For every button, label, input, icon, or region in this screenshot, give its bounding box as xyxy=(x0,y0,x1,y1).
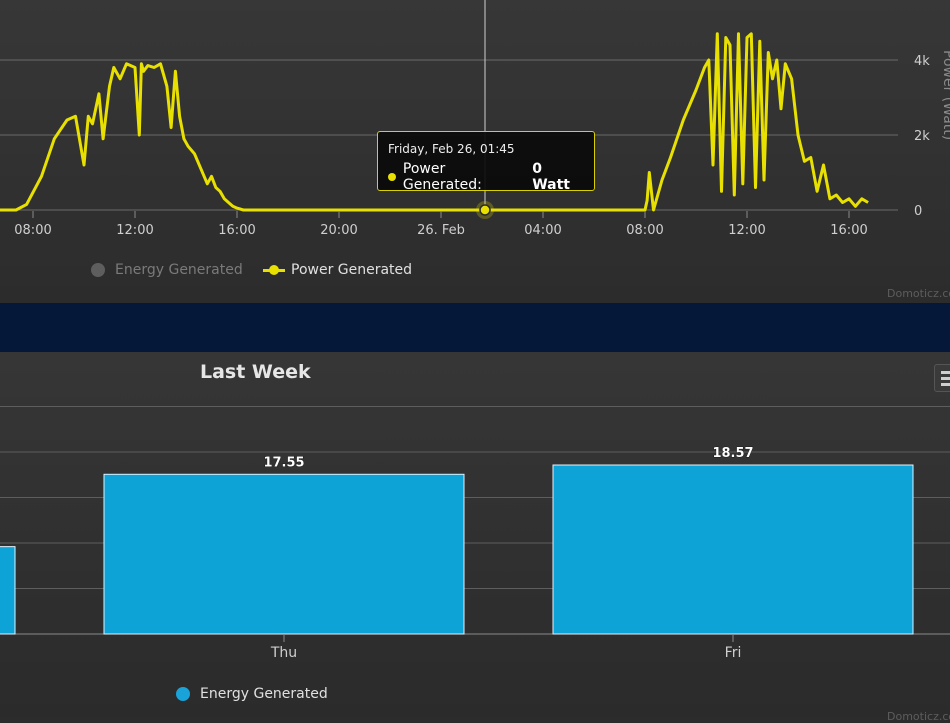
power-x-tick-label: 20:00 xyxy=(320,223,357,238)
power-x-axis: 08:00 12:00 16:00 20:00 26. Feb 04:00 08:00 12:… xyxy=(14,211,868,238)
legend-dot-icon xyxy=(176,687,190,701)
hover-marker-point xyxy=(479,204,491,216)
week-bar-data-label: 18.57 xyxy=(712,446,753,461)
power-y-axis-title: Power (Watt) xyxy=(940,50,950,140)
power-tooltip: Friday, Feb 26, 01:45 Power Generated: 0… xyxy=(377,131,595,193)
legend-label-week-energy: Energy Generated xyxy=(200,686,328,702)
power-y-tick-label: 2k xyxy=(914,129,930,144)
legend-item-power-generated[interactable]: Power Generated xyxy=(263,262,412,278)
week-bar[interactable] xyxy=(552,464,914,635)
chart-credit-link[interactable]: Domoticz.com xyxy=(887,287,950,300)
power-y-axis: 0 2k 4k xyxy=(914,54,930,219)
power-x-tick-label: 08:00 xyxy=(626,223,663,238)
power-x-tick-label: 12:00 xyxy=(116,223,153,238)
legend-item-week-energy[interactable]: Energy Generated xyxy=(176,686,328,702)
legend-item-energy-generated[interactable]: Energy Generated xyxy=(91,262,243,278)
tooltip-title: Friday, Feb 26, 01:45 xyxy=(388,142,515,156)
section-divider-band xyxy=(0,303,950,352)
legend-dot-icon xyxy=(91,263,105,277)
week-bar-data-label: 17.55 xyxy=(263,455,304,470)
week-x-axis: Thu Fri xyxy=(270,634,742,661)
power-x-tick-label: 16:00 xyxy=(830,223,867,238)
week-bar[interactable] xyxy=(103,473,465,635)
power-x-tick-label: 04:00 xyxy=(524,223,561,238)
tooltip-series-dot xyxy=(388,173,396,181)
power-y-tick-label: 4k xyxy=(914,54,930,69)
week-bar[interactable] xyxy=(0,546,16,635)
week-x-tick-label: Fri xyxy=(725,645,742,661)
power-y-tick-label: 0 xyxy=(914,204,922,219)
legend-line-marker-icon xyxy=(263,263,285,277)
power-generated-line xyxy=(0,32,869,212)
week-bars: 17.55 18.57 xyxy=(0,446,914,635)
power-x-tick-label: 26. Feb xyxy=(417,223,465,238)
legend-label-power: Power Generated xyxy=(291,262,413,278)
week-chart-title: Last Week xyxy=(200,361,311,383)
week-bar-chart[interactable]: 17.55 18.57 Thu Fri xyxy=(0,352,950,717)
tooltip-value: 0 Watt xyxy=(532,161,570,193)
power-x-tick-label: 08:00 xyxy=(14,223,51,238)
power-x-tick-label: 12:00 xyxy=(728,223,765,238)
power-x-tick-label: 16:00 xyxy=(218,223,255,238)
tooltip-row: Power Generated: 0 Watt xyxy=(388,161,584,193)
week-x-tick-label: Thu xyxy=(270,645,297,661)
legend-label-energy: Energy Generated xyxy=(115,262,243,278)
tooltip-series-label: Power Generated: xyxy=(402,161,482,193)
power-chart[interactable]: 08:00 12:00 16:00 20:00 26. Feb 04:00 08:00 12:… xyxy=(0,0,950,303)
chart-menu-button[interactable] xyxy=(934,364,950,392)
